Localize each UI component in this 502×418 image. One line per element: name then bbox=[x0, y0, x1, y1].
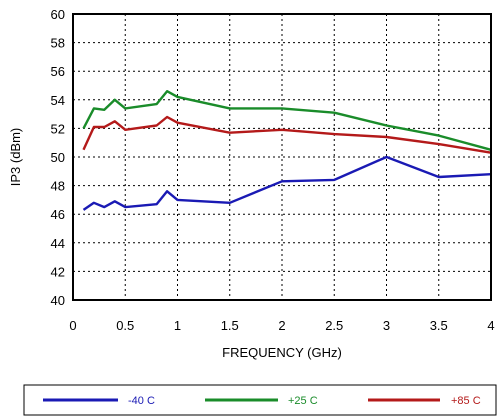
series-line-85c bbox=[82, 115, 492, 154]
axis-ticks: 0 0.5 1 1.5 2 2.5 3 3.5 4 40 42 44 46 48 50 52 54 56 58 60 bbox=[51, 7, 495, 333]
x-tick-label: 1 bbox=[174, 318, 181, 333]
series-line-25c bbox=[82, 89, 492, 151]
y-tick-label: 60 bbox=[51, 7, 65, 22]
y-axis-title: IP3 (dBm) bbox=[8, 128, 23, 187]
legend: -40 C +25 C +85 C bbox=[23, 384, 497, 416]
y-tick-label: 56 bbox=[51, 64, 65, 79]
series-line-40c bbox=[82, 155, 492, 211]
x-tick-label: 2.5 bbox=[325, 318, 343, 333]
y-tick-label: 50 bbox=[51, 150, 65, 165]
plot-frame bbox=[72, 13, 492, 301]
series-lines bbox=[82, 89, 492, 211]
y-tick-label: 46 bbox=[51, 207, 65, 222]
x-tick-label: 0 bbox=[69, 318, 76, 333]
y-tick-label: 58 bbox=[51, 36, 65, 51]
x-tick-label: 2 bbox=[278, 318, 285, 333]
x-tick-label: 4 bbox=[487, 318, 494, 333]
grid bbox=[73, 14, 491, 300]
y-tick-label: 48 bbox=[51, 179, 65, 194]
x-axis-title: FREQUENCY (GHz) bbox=[222, 345, 342, 360]
y-tick-label: 40 bbox=[51, 293, 65, 308]
legend-label: +85 C bbox=[451, 395, 481, 407]
x-tick-label: 3.5 bbox=[430, 318, 448, 333]
legend-label: -40 C bbox=[128, 395, 155, 407]
x-tick-label: 1.5 bbox=[221, 318, 239, 333]
x-tick-label: 0.5 bbox=[116, 318, 134, 333]
y-tick-label: 54 bbox=[51, 93, 65, 108]
y-tick-label: 44 bbox=[51, 236, 65, 251]
y-tick-label: 42 bbox=[51, 264, 65, 279]
x-tick-label: 3 bbox=[383, 318, 390, 333]
y-tick-label: 52 bbox=[51, 121, 65, 136]
legend-label: +25 C bbox=[288, 395, 318, 407]
